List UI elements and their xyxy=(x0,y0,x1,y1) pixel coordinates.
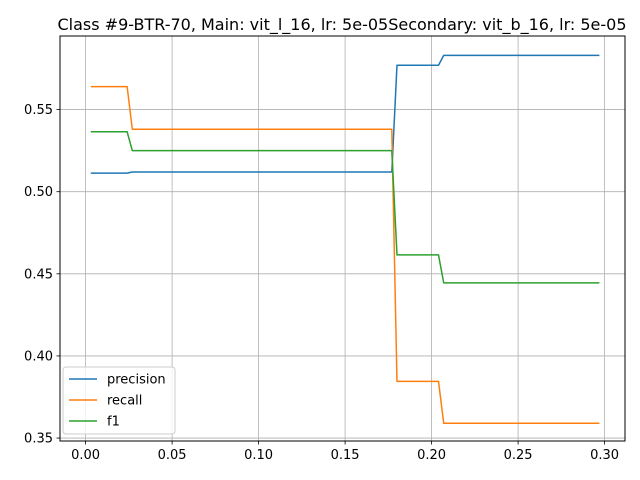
y-tick-label: 0.35 xyxy=(24,432,53,447)
legend-label-f1: f1 xyxy=(107,415,120,430)
y-tick-label: 0.45 xyxy=(24,267,53,282)
x-axis: 0.00 0.05 0.10 0.15 0.20 0.25 0.30 xyxy=(71,441,619,463)
legend: precision recall f1 xyxy=(62,366,176,435)
y-axis: 0.35 0.40 0.45 0.50 0.55 xyxy=(24,103,60,447)
series-lines xyxy=(90,54,600,425)
y-tick-label: 0.40 xyxy=(24,349,53,364)
y-tick-label: 0.55 xyxy=(24,103,53,118)
x-tick-label: 0.20 xyxy=(417,448,446,463)
x-tick-label: 0.30 xyxy=(590,448,619,463)
grid xyxy=(60,36,625,441)
plot-frame xyxy=(59,35,626,442)
x-tick-label: 0.10 xyxy=(244,448,273,463)
series-line-recall xyxy=(90,85,600,425)
x-tick-label: 0.25 xyxy=(504,448,533,463)
series-line-precision xyxy=(90,54,600,174)
legend-box xyxy=(62,366,176,435)
y-tick-label: 0.50 xyxy=(24,185,53,200)
x-tick-label: 0.05 xyxy=(158,448,187,463)
x-tick-label: 0.00 xyxy=(71,448,100,463)
series-line-f1 xyxy=(90,131,600,284)
legend-label-recall: recall xyxy=(107,394,142,409)
legend-label-precision: precision xyxy=(107,373,166,388)
chart-title: Class #9-BTR-70, Main: vit_l_16, lr: 5e-… xyxy=(58,15,627,35)
x-tick-label: 0.15 xyxy=(331,448,360,463)
